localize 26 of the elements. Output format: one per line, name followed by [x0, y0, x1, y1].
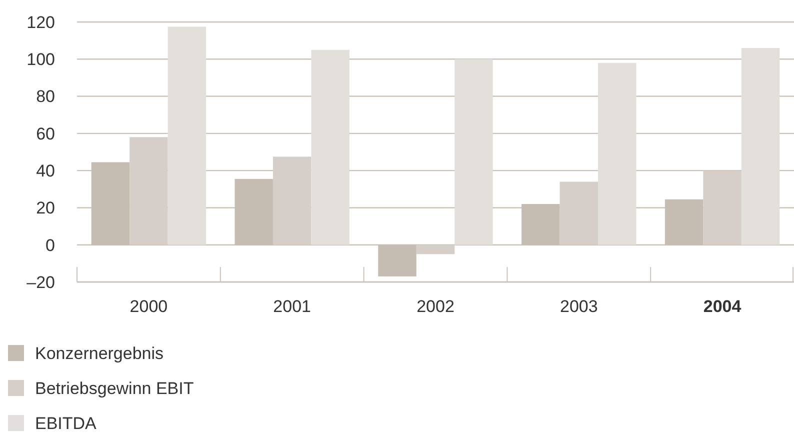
- y-tick-label: 40: [36, 162, 55, 181]
- y-tick-label: 60: [36, 124, 55, 144]
- y-tick-label: 120: [26, 12, 55, 32]
- legend-label: Konzernergebnis: [35, 344, 164, 363]
- y-tick-label: 0: [46, 236, 55, 255]
- bar: [741, 48, 780, 245]
- x-tick-label: 2001: [273, 297, 312, 316]
- y-tick-label: –20: [26, 272, 55, 292]
- bar: [130, 137, 168, 245]
- y-tick-label: 80: [36, 87, 55, 106]
- bar: [454, 59, 493, 245]
- x-tick-label: 2004: [703, 297, 742, 316]
- y-tick-label: 20: [36, 198, 55, 218]
- bar: [560, 182, 598, 245]
- legend-label: EBITDA: [35, 414, 98, 433]
- x-tick-label: 2000: [130, 297, 168, 316]
- bar: [416, 244, 455, 254]
- bar: [598, 62, 636, 245]
- y-tick-label: 100: [26, 50, 55, 70]
- bar: [272, 156, 312, 245]
- legend-label: Betriebsgewinn EBIT: [35, 378, 194, 398]
- x-tick-label: 2002: [416, 297, 454, 316]
- bar: [311, 50, 350, 245]
- x-tick-label: 2003: [560, 297, 598, 316]
- bar: [168, 26, 206, 245]
- bar: [703, 170, 742, 245]
